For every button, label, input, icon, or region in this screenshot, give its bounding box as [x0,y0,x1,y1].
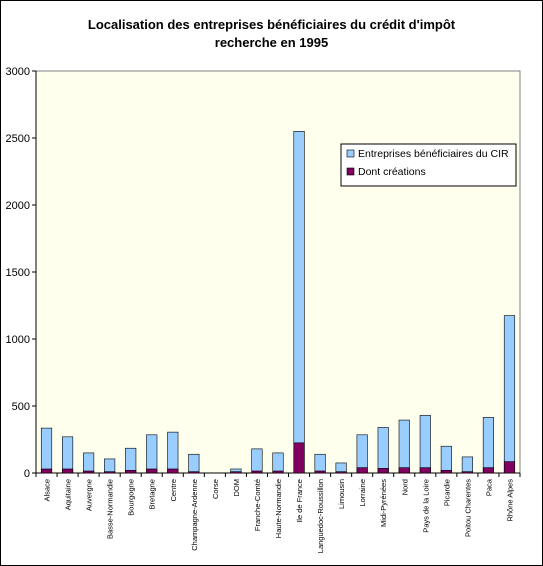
bar-cir-2 [83,452,95,474]
bar-cir-21 [482,417,494,474]
plot-area [35,70,521,474]
bar-creations-14 [335,471,347,474]
x-tick-label: Poitou Charentes [463,479,472,537]
bar-creations-10 [251,470,263,474]
x-tick-label: Picardie [442,479,451,506]
y-axis: 0 500 1000 1500 2000 2500 3000 [6,66,37,480]
bar-creations-0 [40,468,53,474]
y-tick-label: 500 [12,401,30,413]
legend-swatch [346,167,355,176]
bar-creations-2 [83,470,95,474]
x-tick-label: DOM [232,479,241,497]
bar-creations-9 [230,471,242,474]
bar-creations-17 [398,467,410,474]
chart-title: Localisation des entreprises bénéficiair… [0,16,543,52]
x-tick-label: Languedoc-Roussillon [316,479,325,553]
y-tick-label: 1500 [6,267,30,279]
bar-cir-17 [398,419,410,474]
bar-cir-15 [356,434,368,474]
bar-cir-6 [167,431,179,474]
bar-cir-22 [503,315,516,474]
x-tick-label: Ile de France [295,479,304,523]
y-tick-label: 0 [24,468,30,480]
bar-creations-1 [62,468,74,474]
bar-cir-5 [146,434,158,474]
bar-cir-19 [440,445,452,474]
x-tick-label: Midi-Pyrénées [379,479,388,527]
bar-creations-3 [104,471,116,474]
x-tick-label: Alsace [43,479,52,502]
bar-cir-7 [188,453,200,474]
x-axis: Alsace Aquitaine Auvergne Basse-Normandie Bo… [35,472,521,553]
bar-cir-11 [272,452,284,474]
bar-cir-0 [40,427,53,474]
bar-creations-16 [377,468,389,474]
bar-cir-13 [314,453,326,474]
x-tick-label: Champagne-Ardenne [190,479,199,551]
x-tick-label: Pays de la Loire [421,479,430,533]
bar-cir-4 [125,447,137,474]
x-tick-label: Haute-Normandie [274,479,283,538]
bar-creations-13 [314,470,326,474]
x-tick-label: Bourgogne [127,479,136,516]
bar-cir-16 [377,427,389,474]
x-tick-label: Limousin [337,479,346,509]
bar-creations-12 [293,442,305,474]
y-tick-label: 3000 [6,66,30,78]
chart-title-line-2: recherche en 1995 [214,35,329,50]
bar-creations-19 [440,470,452,474]
bar-creations-21 [482,467,494,474]
legend: Entreprises bénéficiaires du CIR Dont cré… [340,143,517,187]
x-tick-label: Centre [169,479,178,502]
bar-creations-18 [419,467,431,474]
bar-creations-11 [272,470,284,474]
bar-creations-7 [188,471,200,474]
x-tick-label: Auvergne [85,479,94,511]
bar-creations-5 [146,468,158,474]
bar-creations-20 [461,471,473,474]
x-tick-label: Paca [484,478,493,496]
x-tick-label: Franche-Comté [253,479,262,531]
bars [40,131,516,474]
bar-creations-6 [167,468,179,474]
chart-title-line-1: Localisation des entreprises bénéficiair… [87,17,456,32]
bar-creations-15 [356,467,368,474]
bar-cir-12 [293,131,305,474]
x-tick-label: Bretagne [148,479,157,509]
legend-swatch [346,149,355,158]
y-tick-label: 2500 [6,133,30,145]
x-tick-label: Nord [400,479,409,495]
bar-cir-18 [419,415,431,474]
x-tick-label: Aquitaine [64,479,73,510]
bar-cir-10 [251,448,263,474]
x-tick-label: Basse-Normandie [106,479,115,539]
x-tick-label: Corse [211,479,220,499]
bar-cir-20 [461,456,473,474]
bar-cir-3 [104,458,116,474]
bar-creations-22 [503,461,516,474]
y-tick-label: 1000 [6,334,30,346]
bar-creations-4 [125,470,137,474]
x-tick-label: Rhône Alpes [505,479,514,522]
bar-cir-1 [62,436,74,474]
legend-box [340,143,517,187]
y-tick-label: 2000 [6,200,30,212]
legend-label: Dont créations [358,166,426,178]
legend-label: Entreprises bénéficiaires du CIR [358,148,509,160]
x-tick-label: Lorraine [358,479,367,507]
